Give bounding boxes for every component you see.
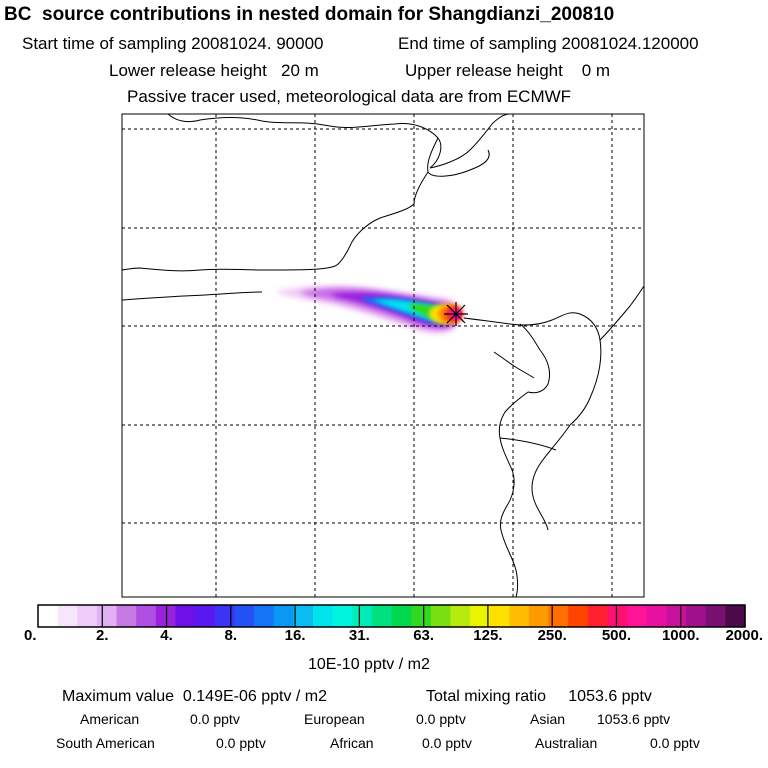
colorbar-tick-label: 63. [413,627,435,644]
colorbar-cell [116,605,137,627]
max-value: Maximum value 0.149E-06 pptv / m2 [62,688,328,705]
colorbar-cell [548,605,569,627]
african-label: African [330,735,374,751]
map-frame [121,113,645,598]
colorbar-unit-label: 10E-10 pptv / m2 [308,656,430,673]
colorbar-cell [411,605,432,627]
colorbar-cell [568,605,589,627]
american-label: American [80,711,140,727]
colorbar-cells [38,605,746,627]
colorbar-cell [214,605,235,627]
colorbar-cell [666,605,687,627]
tracer-note: Passive tracer used, meteorological data… [127,87,572,106]
colorbar-cell [725,605,746,627]
colorbar-tick-label: 125. [473,627,503,644]
european-label: European [304,711,365,727]
lower-release-height: Lower release height 20 m [109,61,319,80]
australian-label: Australian [535,735,598,751]
upper-release-height: Upper release height 0 m [405,61,611,80]
colorbar-cell [509,605,530,627]
colorbar-frame [37,604,746,628]
coastline-borders [122,114,644,597]
asian-label: Asian [530,711,566,727]
american-value: 0.0 pptv [190,711,240,727]
colorbar-cell [705,605,726,627]
colorbar-tick-label: 2000. [725,627,763,644]
colorbar-cell [332,605,353,627]
colorbar-cell [528,605,550,627]
asian-value: 1053.6 pptv [597,711,671,727]
station-star-icon [444,302,468,326]
colorbar-tick-label: 2. [96,627,109,644]
end-time: End time of sampling 20081024.120000 [398,34,699,53]
colorbar-cell [430,605,452,627]
south-american-value: 0.0 pptv [216,735,266,751]
colorbar-cell [312,605,334,627]
colorbar-cell [352,605,373,627]
graticule [122,114,644,597]
colorbar-cell [450,605,471,627]
european-value: 0.0 pptv [416,711,466,727]
south-american-label: South American [56,735,155,751]
african-value: 0.0 pptv [422,735,472,751]
colorbar-dividers [101,605,682,627]
start-time: Start time of sampling 20081024. 90000 [22,34,324,53]
colorbar-tick-label: 16. [284,627,306,644]
colorbar-tick-label: 31. [348,627,370,644]
page-title: BC source contributions in nested domain… [4,4,615,25]
colorbar-cell [391,605,412,627]
colorbar-cell [195,605,216,627]
colorbar-tick-label: 1000. [661,627,700,644]
colorbar-cell [293,605,314,627]
colorbar-tick-label: 4. [160,627,173,644]
colorbar-cell [646,605,668,627]
colorbar-cell [57,605,78,627]
colorbar-cell [234,605,255,627]
total-mixing-ratio: Total mixing ratio 1053.6 pptv [426,688,652,705]
colorbar-tick-label: 500. [601,627,632,644]
colorbar-cell [77,605,98,627]
colorbar-tick-label: 250. [537,627,567,644]
colorbar-cell [96,605,118,627]
colorbar-tick-label: 8. [224,627,238,644]
colorbar-cell [254,605,275,627]
colorbar-cell [686,605,707,627]
colorbar-cell [273,605,294,627]
colorbar-cell [607,605,628,627]
colorbar-cell [627,605,648,627]
colorbar-cell [371,605,393,627]
colorbar-cell [470,605,491,627]
colorbar-cell [175,605,196,627]
colorbar-cell [489,605,510,627]
map-background [122,114,644,597]
colorbar-tick-label: 0. [24,627,37,644]
australian-value: 0.0 pptv [650,735,700,751]
colorbar-cell [587,605,609,627]
colorbar-cell [136,605,157,627]
colorbar-cell [38,605,59,627]
